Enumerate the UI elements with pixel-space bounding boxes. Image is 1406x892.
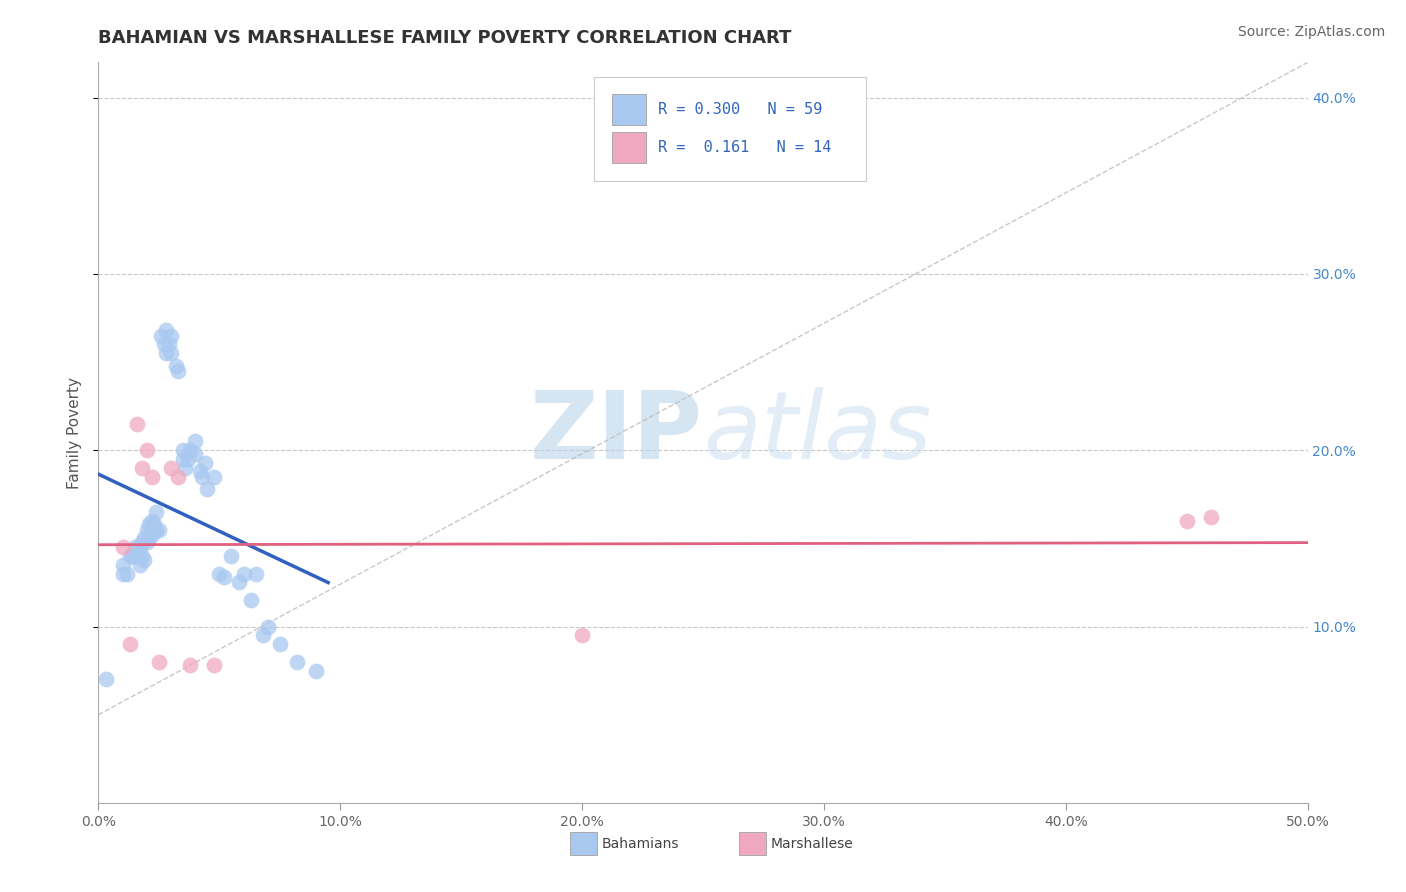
Point	[269, 637, 291, 651]
Point	[145, 523, 167, 537]
Point	[191, 469, 214, 483]
Point	[131, 461, 153, 475]
Point	[148, 655, 170, 669]
Point	[138, 532, 160, 546]
Point	[150, 328, 173, 343]
Point	[252, 628, 274, 642]
Point	[208, 566, 231, 581]
FancyBboxPatch shape	[740, 832, 766, 855]
Point	[117, 566, 139, 581]
Point	[157, 337, 180, 351]
Point	[285, 655, 308, 669]
Point	[118, 637, 141, 651]
Point	[194, 456, 217, 470]
Point	[127, 549, 149, 563]
Point	[138, 517, 160, 532]
Point	[131, 535, 153, 549]
Point	[94, 673, 117, 687]
FancyBboxPatch shape	[613, 94, 647, 125]
Point	[245, 566, 267, 581]
Point	[128, 558, 150, 572]
Point	[239, 593, 262, 607]
Point	[228, 575, 250, 590]
Point	[184, 434, 207, 449]
Point	[135, 535, 157, 549]
Point	[143, 523, 166, 537]
Point	[160, 461, 183, 475]
Point	[305, 664, 328, 678]
Point	[152, 337, 174, 351]
Point	[118, 549, 141, 563]
Point	[174, 461, 197, 475]
Point	[167, 469, 190, 483]
Point	[571, 628, 593, 642]
Point	[134, 532, 156, 546]
Point	[111, 566, 134, 581]
Point	[1175, 514, 1198, 528]
Text: atlas: atlas	[703, 387, 931, 478]
FancyBboxPatch shape	[595, 78, 866, 181]
Point	[184, 447, 207, 461]
Point	[195, 482, 218, 496]
Point	[179, 443, 201, 458]
Point	[124, 549, 146, 563]
Text: ZIP: ZIP	[530, 386, 703, 479]
Point	[204, 658, 226, 673]
Point	[177, 452, 200, 467]
Point	[127, 417, 149, 431]
Point	[141, 528, 163, 542]
Point	[221, 549, 243, 563]
Text: Source: ZipAtlas.com: Source: ZipAtlas.com	[1237, 25, 1385, 39]
Point	[155, 323, 177, 337]
Point	[145, 505, 167, 519]
Text: BAHAMIAN VS MARSHALLESE FAMILY POVERTY CORRELATION CHART: BAHAMIAN VS MARSHALLESE FAMILY POVERTY C…	[98, 29, 792, 47]
Point	[111, 540, 134, 554]
Y-axis label: Family Poverty: Family Poverty	[67, 376, 83, 489]
Point	[160, 346, 183, 360]
FancyBboxPatch shape	[569, 832, 596, 855]
Point	[160, 328, 183, 343]
Point	[167, 364, 190, 378]
Point	[204, 469, 226, 483]
Point	[135, 443, 157, 458]
Point	[131, 549, 153, 563]
FancyBboxPatch shape	[613, 132, 647, 163]
Point	[111, 558, 134, 572]
Point	[134, 552, 156, 566]
Point	[143, 517, 166, 532]
Point	[1199, 510, 1222, 524]
Point	[165, 359, 187, 373]
Point	[256, 619, 278, 633]
Point	[212, 570, 235, 584]
Point	[135, 523, 157, 537]
Point	[128, 540, 150, 554]
Point	[141, 514, 163, 528]
Text: Bahamians: Bahamians	[602, 838, 679, 851]
Text: R =  0.161   N = 14: R = 0.161 N = 14	[658, 140, 831, 155]
Point	[232, 566, 254, 581]
Point	[121, 549, 143, 563]
Point	[179, 658, 201, 673]
Point	[148, 523, 170, 537]
Point	[188, 464, 211, 478]
Point	[172, 452, 194, 467]
Point	[124, 540, 146, 554]
Point	[172, 443, 194, 458]
Point	[141, 469, 163, 483]
Point	[155, 346, 177, 360]
Text: R = 0.300   N = 59: R = 0.300 N = 59	[658, 102, 823, 117]
Text: Marshallese: Marshallese	[770, 838, 853, 851]
